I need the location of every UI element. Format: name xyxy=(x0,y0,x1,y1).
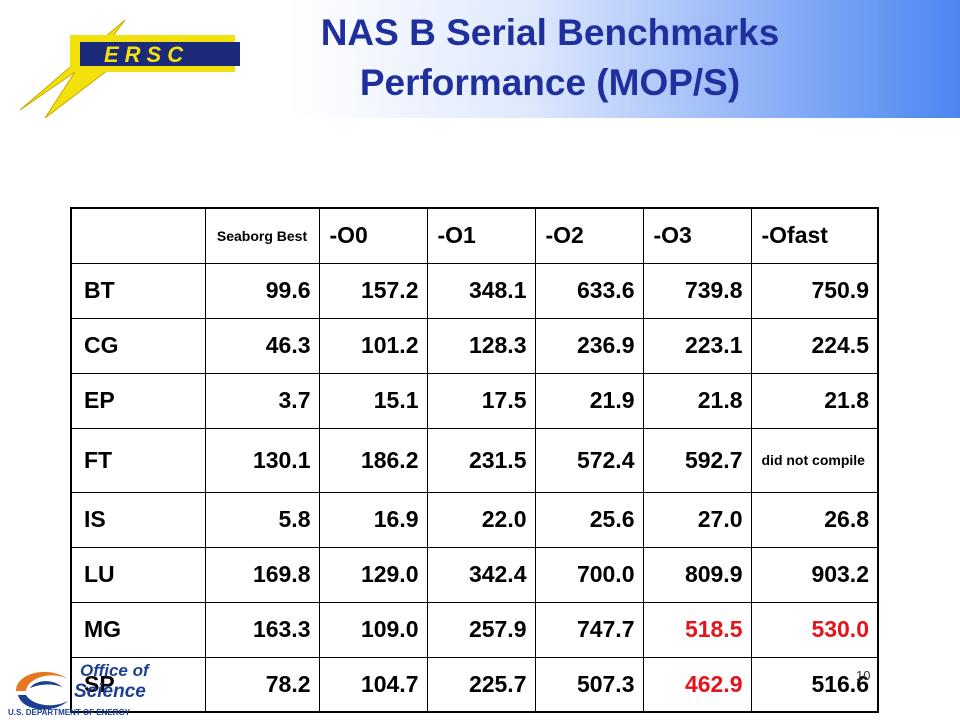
table-cell-ofast: 530.0 xyxy=(750,601,879,658)
table-cell-seaborg: 46.3 xyxy=(204,317,320,374)
doe-science-label: Science xyxy=(74,681,146,702)
row-label: CG xyxy=(70,317,206,374)
table-cell-o3: 27.0 xyxy=(642,491,752,548)
table-row: IS 5.8 16.9 22.0 25.6 27.0 26.8 xyxy=(70,491,879,548)
doe-office-of-science-logo: Office of Science U.S. DEPARTMENT OF ENE… xyxy=(8,661,151,717)
row-label: SP xyxy=(70,656,206,713)
table-cell-o0: 186.2 xyxy=(318,427,428,493)
table-cell-o0: 129.0 xyxy=(318,546,428,603)
table-cell-o1: 17.5 xyxy=(426,372,536,429)
table-cell-seaborg: 163.3 xyxy=(204,601,320,658)
table-cell-o2: 25.6 xyxy=(534,491,644,548)
table-cell-o2: 236.9 xyxy=(534,317,644,374)
table-cell-o3: 223.1 xyxy=(642,317,752,374)
doe-department-label: U.S. DEPARTMENT OF ENERGY xyxy=(8,708,131,717)
table-cell-o3: 592.7 xyxy=(642,427,752,493)
table-row: CG 46.3 101.2 128.3 236.9 223.1 224.5 xyxy=(70,317,879,374)
page-number: 10 xyxy=(856,668,871,683)
table-cell-seaborg: 169.8 xyxy=(204,546,320,603)
title-line-2: Performance (MOP/S) xyxy=(359,62,741,103)
table-row: LU 169.8 129.0 342.4 700.0 809.9 903.2 xyxy=(70,546,879,603)
table-cell-o3: 462.9 xyxy=(642,656,752,713)
table-cell-ofast: 516.6 xyxy=(750,656,879,713)
table-cell-ofast: 26.8 xyxy=(750,491,879,548)
row-label: BT xyxy=(70,262,206,319)
table-cell-o0: 16.9 xyxy=(318,491,428,548)
title-line-1: NAS B Serial Benchmarks xyxy=(320,12,780,53)
logo-text: ERSC xyxy=(104,42,189,67)
table-row: FT 130.1 186.2 231.5 572.4 592.7 did not compi… xyxy=(70,427,879,493)
table-cell-o1: 22.0 xyxy=(426,491,536,548)
row-label: EP xyxy=(70,372,206,429)
table-cell-o1: 348.1 xyxy=(426,262,536,319)
table-cell-o2: 700.0 xyxy=(534,546,644,603)
table-cell-o2: 507.3 xyxy=(534,656,644,713)
header-cell-seaborg: Seaborg Best xyxy=(204,207,320,264)
table-cell-o1: 128.3 xyxy=(426,317,536,374)
doe-swirl-icon xyxy=(16,671,68,710)
table-cell-ofast: 21.8 xyxy=(750,372,879,429)
nersc-logo: ERSC xyxy=(19,19,240,118)
header-cell-o2: -O2 xyxy=(534,207,644,264)
table-cell-ofast: 903.2 xyxy=(750,546,879,603)
table-cell-o2: 21.9 xyxy=(534,372,644,429)
benchmark-table: Seaborg Best -O0 -O1 -O2 -O3 -Ofast BT 99… xyxy=(70,207,879,713)
table-cell-o0: 101.2 xyxy=(318,317,428,374)
table-cell-o2: 747.7 xyxy=(534,601,644,658)
header-cell-o1: -O1 xyxy=(426,207,536,264)
row-label: FT xyxy=(70,427,206,493)
table-row: BT 99.6 157.2 348.1 633.6 739.8 750.9 xyxy=(70,262,879,319)
table-cell-seaborg: 78.2 xyxy=(204,656,320,713)
table-cell-o1: 231.5 xyxy=(426,427,536,493)
row-label: LU xyxy=(70,546,206,603)
header-cell-o3: -O3 xyxy=(642,207,752,264)
table-cell-seaborg: 130.1 xyxy=(204,427,320,493)
table-cell-o3: 21.8 xyxy=(642,372,752,429)
table-cell-o1: 342.4 xyxy=(426,546,536,603)
header-cell-o0: -O0 xyxy=(318,207,428,264)
table-row: MG 163.3 109.0 257.9 747.7 518.5 530.0 xyxy=(70,601,879,658)
table-cell-o1: 257.9 xyxy=(426,601,536,658)
table-cell-ofast: 750.9 xyxy=(750,262,879,319)
table-cell-seaborg: 5.8 xyxy=(204,491,320,548)
slide-title: NAS B Serial Benchmarks Performance (MOP… xyxy=(240,8,860,108)
table-cell-o0: 104.7 xyxy=(318,656,428,713)
header-cell-ofast: -Ofast xyxy=(750,207,879,264)
table-cell-seaborg: 99.6 xyxy=(204,262,320,319)
table-cell-o0: 109.0 xyxy=(318,601,428,658)
row-label: MG xyxy=(70,601,206,658)
table-cell-o2: 633.6 xyxy=(534,262,644,319)
table-cell-o2: 572.4 xyxy=(534,427,644,493)
table-cell-o3: 739.8 xyxy=(642,262,752,319)
table-cell-o1: 225.7 xyxy=(426,656,536,713)
table-cell-o3: 809.9 xyxy=(642,546,752,603)
table-cell-o3: 518.5 xyxy=(642,601,752,658)
header-cell-empty xyxy=(70,207,206,264)
doe-office-label: Office of xyxy=(80,661,151,680)
table-header-row: Seaborg Best -O0 -O1 -O2 -O3 -Ofast xyxy=(70,207,879,264)
table-cell-seaborg: 3.7 xyxy=(204,372,320,429)
table-cell-o0: 157.2 xyxy=(318,262,428,319)
table-cell-ofast: did not compile xyxy=(750,427,879,493)
table-row: EP 3.7 15.1 17.5 21.9 21.8 21.8 xyxy=(70,372,879,429)
table-row: SP 78.2 104.7 225.7 507.3 462.9 516.6 xyxy=(70,656,879,713)
table-cell-ofast: 224.5 xyxy=(750,317,879,374)
row-label: IS xyxy=(70,491,206,548)
table-cell-o0: 15.1 xyxy=(318,372,428,429)
